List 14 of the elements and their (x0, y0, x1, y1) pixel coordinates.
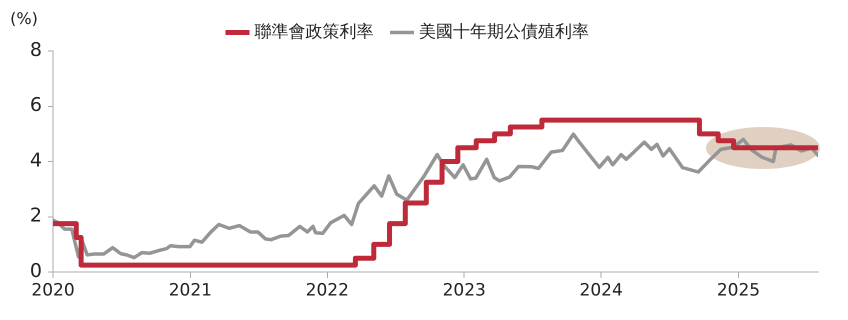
y-tick-label: 6 (30, 94, 42, 116)
y-tick-label: 8 (30, 38, 42, 61)
x-tick-label: 2024 (580, 280, 623, 301)
legend-label: 聯準會政策利率 (254, 22, 374, 42)
x-tick-label: 2021 (168, 280, 212, 301)
x-tick-label: 2022 (306, 280, 349, 301)
x-tick-label: 2025 (716, 280, 760, 301)
x-tick-label: 2023 (442, 280, 486, 301)
y-tick-label: 4 (30, 149, 42, 172)
legend-label: 美國十年期公債殖利率 (419, 22, 589, 42)
x-tick-label: 2020 (31, 280, 75, 301)
y-axis-title: (%) (10, 9, 38, 28)
y-tick-label: 0 (30, 260, 42, 282)
y-tick-label: 2 (30, 204, 42, 227)
